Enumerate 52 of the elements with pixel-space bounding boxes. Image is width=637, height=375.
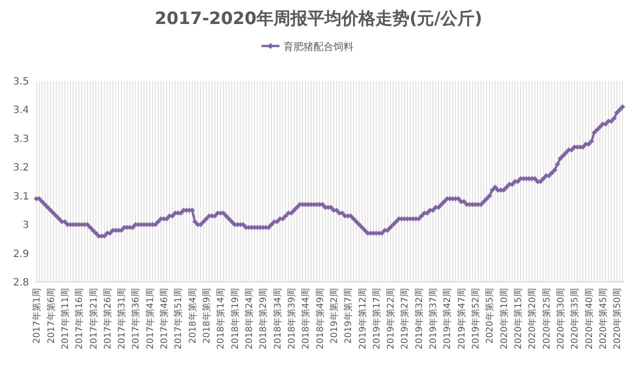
- x-tick-label: 2019年第17周: [371, 288, 382, 350]
- x-tick-label: 2017年第6周: [46, 288, 57, 344]
- x-tick-label: 2020年第45周: [598, 288, 609, 350]
- x-tick-label: 2020年第15周: [513, 288, 524, 350]
- x-tick-label: 2019年第22周: [386, 288, 397, 350]
- x-tick-label: 2020年第25周: [541, 288, 552, 350]
- x-tick-label: 2020年第30周: [555, 288, 566, 350]
- y-tick-label: 3.1: [13, 191, 29, 202]
- x-tick-label: 2017年第31周: [116, 288, 128, 350]
- x-tick-label: 2017年第36周: [130, 288, 142, 350]
- x-tick-label: 2018年第4周: [187, 288, 198, 344]
- x-tick-label: 2020年第10周: [498, 288, 510, 350]
- x-tick-label: 2019年第7周: [343, 288, 354, 344]
- x-tick-label: 2017年第41周: [144, 288, 156, 350]
- x-tick-label: 2018年第34周: [272, 288, 284, 350]
- x-tick-label: 2019年第2周: [328, 288, 340, 344]
- x-tick-label: 2017年第51周: [173, 288, 184, 350]
- x-tick-label: 2018年第24周: [244, 288, 255, 350]
- x-tick-label: 2017年第1周: [32, 288, 43, 344]
- x-tick-label: 2017年第16周: [74, 288, 86, 350]
- x-tick-label: 2017年第21周: [88, 288, 100, 350]
- x-tick-label: 2017年第11周: [60, 288, 71, 350]
- x-tick-label: 2020年第5周: [484, 288, 496, 344]
- y-tick-label: 2.8: [13, 278, 29, 288]
- x-tick-label: 2019年第52周: [470, 288, 482, 350]
- y-tick-label: 3.3: [13, 134, 29, 145]
- x-tick-label: 2019年第27周: [400, 288, 411, 350]
- x-tick-label: 2019年第47周: [456, 288, 468, 350]
- y-tick-label: 3.5: [13, 76, 29, 88]
- legend-label: 育肥猪配合饲料: [284, 41, 354, 53]
- y-tick-label: 2.9: [13, 248, 29, 260]
- x-tick-label: 2017年第26周: [102, 288, 114, 350]
- x-tick-label: 2019年第37周: [428, 288, 440, 350]
- x-tick-label: 2018年第14周: [216, 288, 227, 350]
- x-tick-label: 2018年第44周: [300, 288, 312, 350]
- x-tick-label: 2020年第50周: [612, 288, 624, 350]
- x-tick-label: 2018年第39周: [286, 288, 298, 350]
- x-tick-label: 2020年第20周: [527, 288, 538, 350]
- x-tick-label: 2018年第19周: [230, 288, 241, 350]
- x-tick-label: 2019年第42周: [442, 288, 454, 350]
- y-tick-label: 3.2: [13, 162, 29, 174]
- y-tick-label: 3: [22, 220, 29, 232]
- x-tick-label: 2020年第40周: [584, 288, 595, 350]
- x-tick-label: 2018年第9周: [202, 288, 213, 344]
- chart-title: 2017-2020年周报平均价格走势(元/公斤): [154, 9, 482, 29]
- x-tick-label: 2019年第32周: [414, 288, 425, 350]
- y-tick-label: 3.4: [13, 105, 29, 116]
- x-tick-label: 2017年第46周: [159, 288, 170, 350]
- x-tick-label: 2018年第29周: [258, 288, 270, 350]
- x-tick-label: 2018年第49周: [314, 288, 326, 350]
- x-tick-label: 2019年第12周: [357, 288, 368, 350]
- x-tick-label: 2020年第35周: [570, 288, 581, 350]
